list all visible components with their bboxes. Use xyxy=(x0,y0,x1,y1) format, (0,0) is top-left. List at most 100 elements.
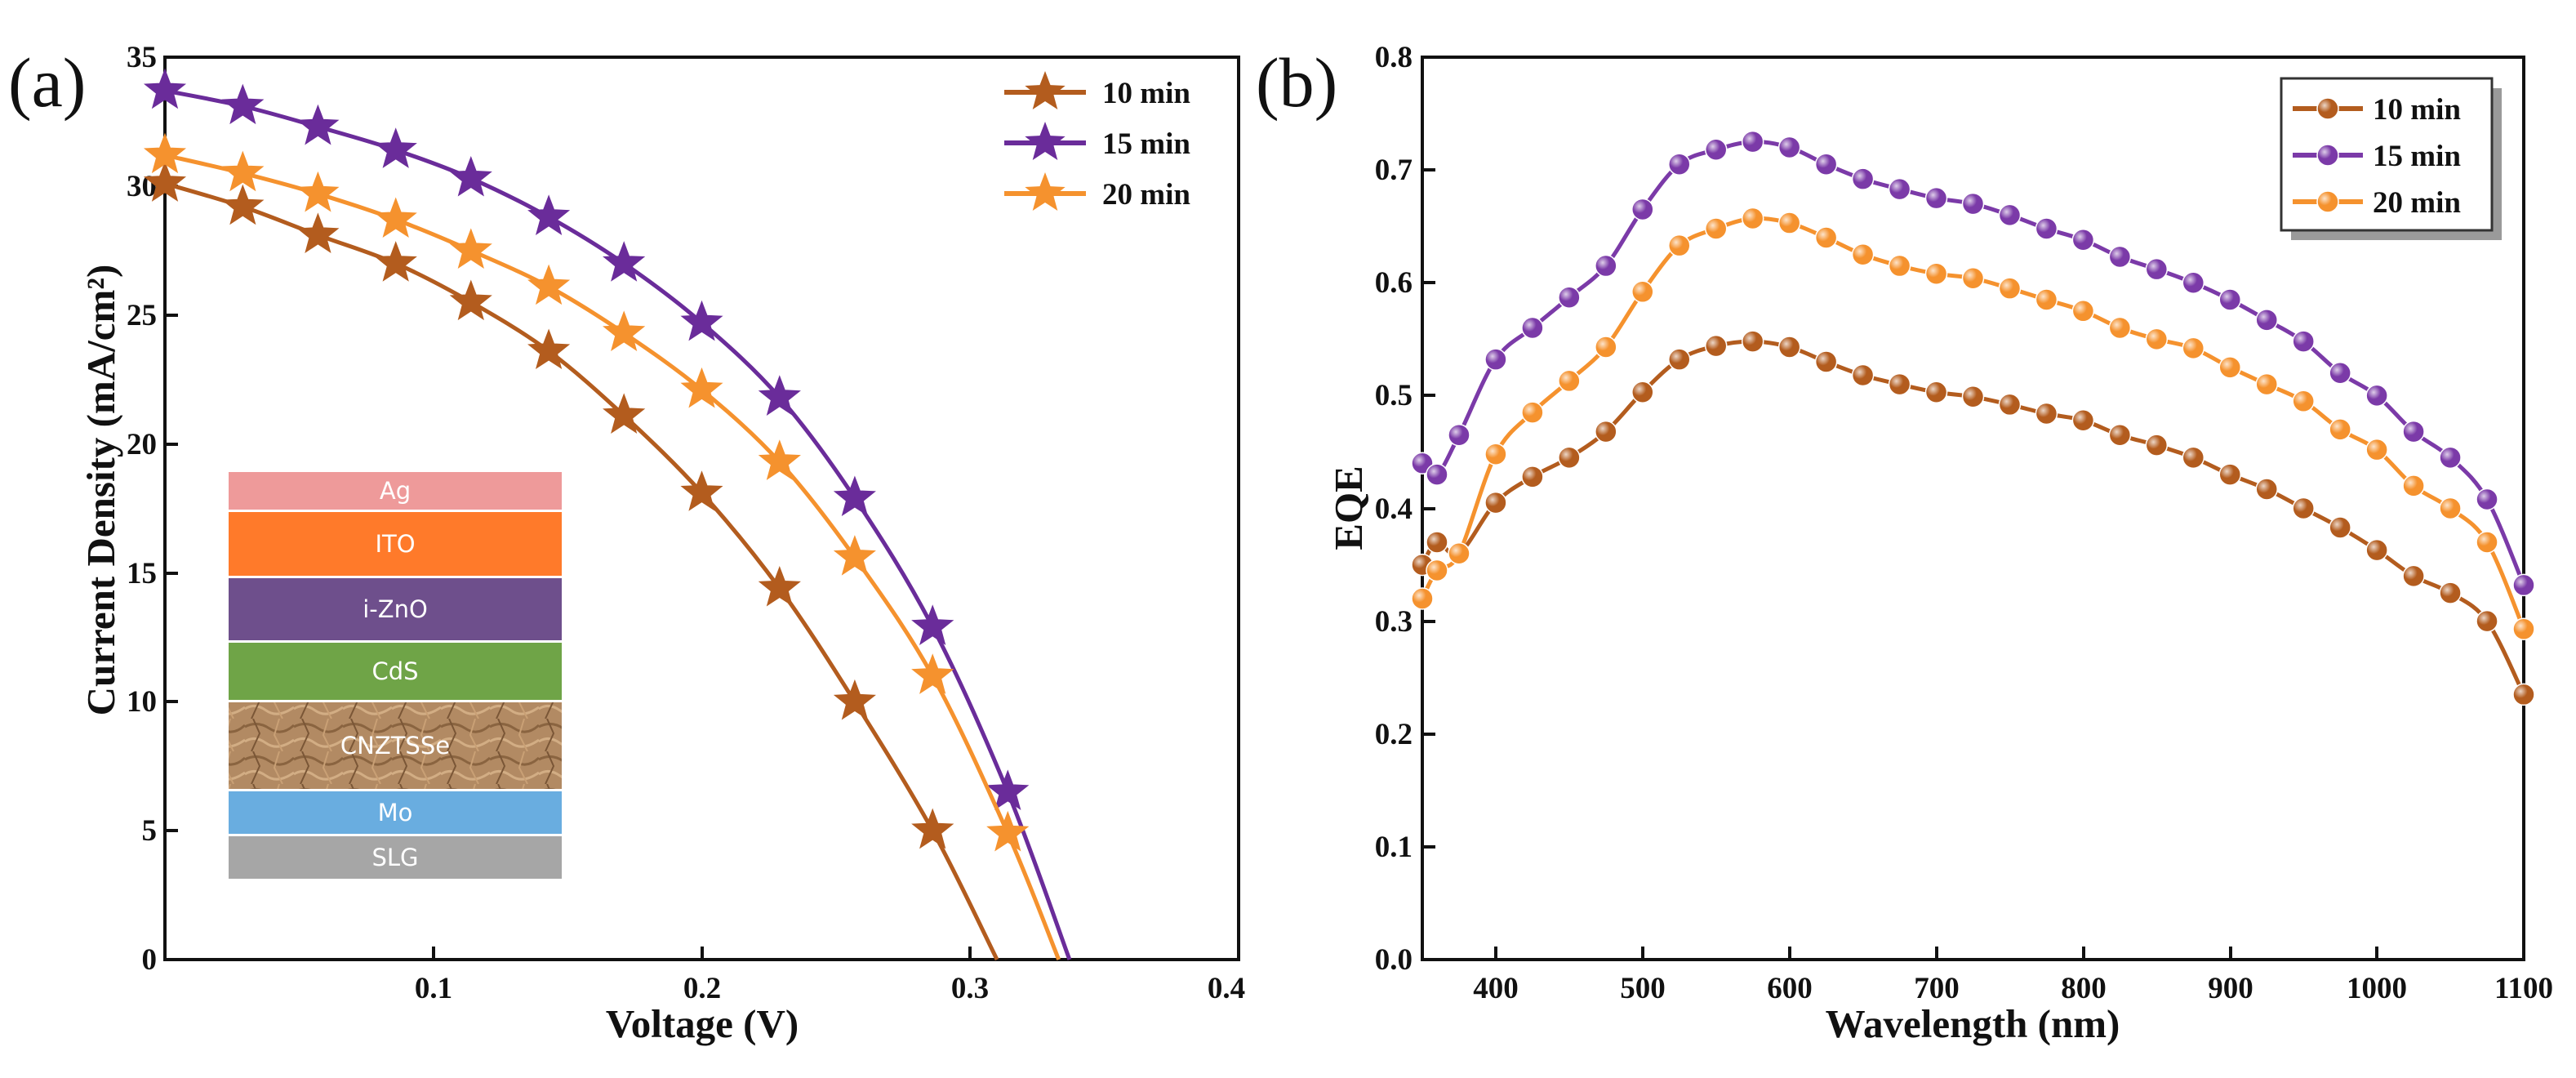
star-marker xyxy=(449,279,492,321)
circle-marker-highlight xyxy=(2366,385,2388,407)
star-marker xyxy=(143,68,187,109)
circle-marker-highlight xyxy=(1484,349,1506,371)
circle-marker-highlight xyxy=(2035,217,2058,239)
circle-marker-highlight xyxy=(1889,373,1911,395)
panel-b-ytick-label: 0.6 xyxy=(1375,266,1413,300)
star-marker xyxy=(911,653,954,694)
circle-marker-highlight xyxy=(1962,385,1984,408)
panel-b-xtick-label: 500 xyxy=(1620,972,1666,1005)
legend-circle-highlight xyxy=(2317,191,2338,212)
circle-marker-highlight xyxy=(2072,229,2094,251)
circle-marker-highlight xyxy=(2513,574,2534,596)
iv-curve-line xyxy=(164,153,1061,960)
circle-marker-highlight xyxy=(1668,349,1690,371)
layer-label: Mo xyxy=(378,799,413,826)
panel-b-y-axis-label: EQE xyxy=(1326,466,1371,550)
circle-marker-highlight xyxy=(1426,531,1448,553)
panel-a-legend-markers xyxy=(1025,71,1066,211)
circle-marker-highlight xyxy=(1631,281,1653,303)
circle-marker-highlight xyxy=(2476,488,2498,510)
circle-marker-highlight xyxy=(2182,447,2205,469)
layer-cds xyxy=(229,643,562,700)
star-marker xyxy=(143,132,187,174)
panel-a-xtick-label: 0.1 xyxy=(415,972,452,1005)
circle-marker-highlight xyxy=(1521,317,1543,339)
star-marker xyxy=(680,300,723,341)
star-marker xyxy=(911,808,954,849)
circle-marker-highlight xyxy=(1742,131,1764,153)
circle-marker-highlight xyxy=(2072,300,2094,322)
circle-marker-highlight xyxy=(2440,582,2462,604)
layer-label: ITO xyxy=(375,530,415,558)
panel-b-ytick-labels: 0.0 0.1 0.2 0.3 0.4 0.5 0.6 0.7 0.8 xyxy=(1375,41,1413,977)
star-marker xyxy=(680,470,723,511)
panel-b-legend: 10 min 15 min 20 min xyxy=(2280,77,2502,240)
layer-label: CNZTSSe xyxy=(340,732,450,760)
circle-marker-highlight xyxy=(1448,424,1470,446)
circle-marker-highlight xyxy=(1484,443,1506,466)
circle-marker-highlight xyxy=(2219,464,2241,486)
legend-label-20min: 20 min xyxy=(2373,186,2461,220)
panel-a-ticks xyxy=(165,56,1240,961)
circle-marker-highlight xyxy=(1999,278,2021,300)
circle-marker-highlight xyxy=(1595,421,1617,443)
panel-b-xtick-label: 1100 xyxy=(2494,972,2553,1005)
circle-marker-highlight xyxy=(1742,207,1764,229)
panel-a-xtick-label: 0.2 xyxy=(683,972,721,1005)
circle-marker-highlight xyxy=(1705,335,1727,357)
panel-a-xtick-label: 0.4 xyxy=(1208,972,1245,1005)
panel-b-xtick-label: 800 xyxy=(2061,972,2107,1005)
star-marker xyxy=(986,810,1030,852)
circle-marker-highlight xyxy=(1742,331,1764,353)
star-marker xyxy=(221,150,265,192)
layer-i-zno xyxy=(229,578,562,640)
circle-marker-highlight xyxy=(1962,267,1984,289)
star-marker xyxy=(603,241,646,282)
panel-b-ytick-label: 0.5 xyxy=(1375,379,1413,412)
circle-marker-highlight xyxy=(1484,492,1506,514)
star-marker xyxy=(527,328,571,370)
circle-marker-highlight xyxy=(2109,424,2131,446)
circle-marker-highlight xyxy=(2219,356,2241,378)
star-marker xyxy=(374,241,417,282)
circle-marker-highlight xyxy=(1925,381,1947,403)
layer-label: Ag xyxy=(380,477,411,505)
circle-marker-highlight xyxy=(1852,243,1874,265)
circle-marker-highlight xyxy=(1925,187,1947,209)
star-marker xyxy=(758,565,801,607)
circle-marker-highlight xyxy=(1705,217,1727,239)
iv-curve-line xyxy=(164,88,1072,960)
panel-b-ytick-label: 0.4 xyxy=(1375,492,1413,526)
layer-cnztsse xyxy=(229,702,562,789)
panel-a: (a) 0 5 10 15 20 25 30 35 xyxy=(8,41,1245,1046)
layer-ito xyxy=(229,512,562,576)
star-marker xyxy=(296,104,340,145)
legend-label-10min: 10 min xyxy=(2373,93,2461,127)
circle-marker-highlight xyxy=(1595,255,1617,277)
circle-marker-highlight xyxy=(2072,409,2094,431)
circle-marker-highlight xyxy=(1852,364,1874,386)
circle-marker-highlight xyxy=(1668,234,1690,256)
circle-marker-highlight xyxy=(2293,390,2315,412)
panel-b-xtick-label: 1000 xyxy=(2347,972,2407,1005)
circle-marker-highlight xyxy=(2146,328,2168,350)
circle-marker-highlight xyxy=(2476,610,2498,632)
star-marker xyxy=(833,535,876,576)
circle-marker-highlight xyxy=(2403,474,2425,497)
circle-marker-highlight xyxy=(2440,447,2462,469)
panel-a-ytick-label: 25 xyxy=(127,299,157,332)
star-marker xyxy=(986,769,1030,810)
star-marker xyxy=(296,171,340,212)
star-marker xyxy=(527,264,571,305)
legend-circle-highlight xyxy=(2317,98,2338,119)
panel-b-ticks xyxy=(1422,56,2378,961)
layer-slg xyxy=(229,836,562,879)
star-marker xyxy=(374,197,417,238)
circle-marker-highlight xyxy=(2513,618,2534,640)
circle-marker-highlight xyxy=(1448,542,1470,564)
star-marker xyxy=(758,375,801,416)
circle-marker-highlight xyxy=(1815,154,1837,176)
circle-marker-highlight xyxy=(1889,178,1911,200)
panel-a-ytick-label: 30 xyxy=(127,170,157,203)
